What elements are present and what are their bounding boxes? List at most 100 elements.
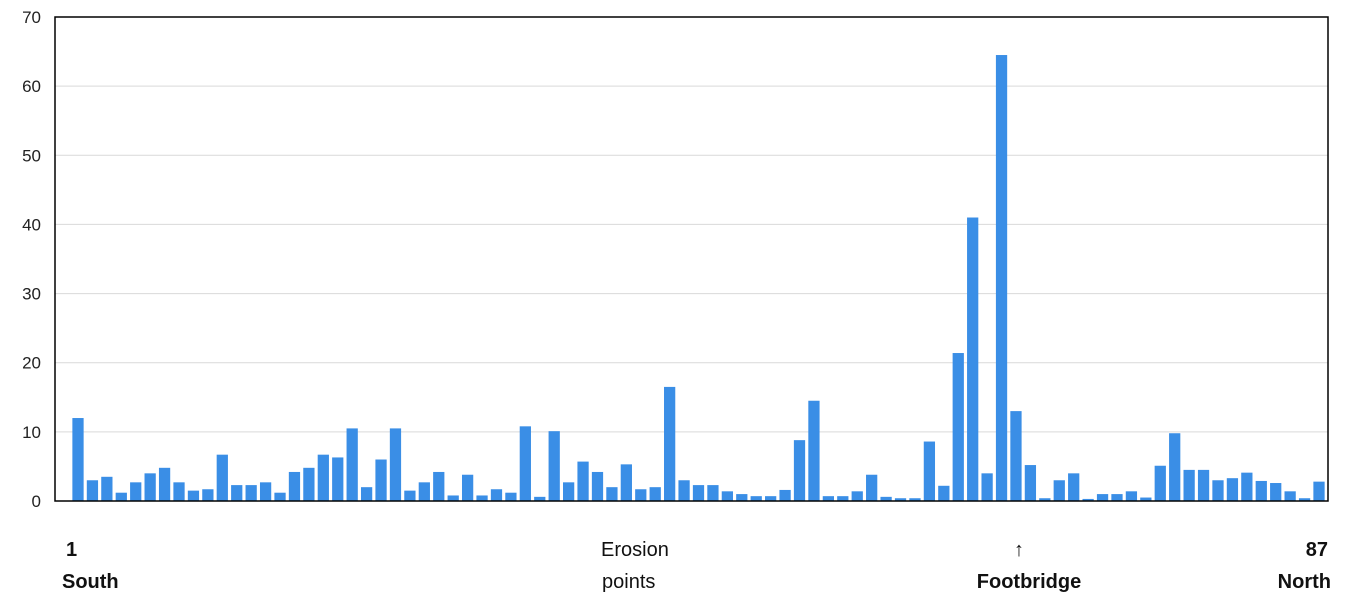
bar-79 — [1197, 469, 1210, 501]
bar-29 — [476, 495, 488, 501]
bar-78 — [1183, 469, 1195, 501]
y-tick-label-30: 30 — [22, 285, 41, 304]
bar-11 — [216, 454, 228, 501]
bar-87 — [1313, 481, 1325, 501]
bar-33 — [534, 496, 546, 501]
bar-71 — [1082, 498, 1094, 501]
bar-76 — [1154, 465, 1166, 501]
bar-48 — [750, 496, 762, 501]
y-tick-label-0: 0 — [32, 492, 41, 511]
bar-73 — [1111, 494, 1123, 501]
bar-30 — [490, 489, 503, 501]
bar-54 — [837, 496, 849, 501]
bar-9 — [187, 490, 200, 501]
bar-32 — [519, 426, 531, 501]
bar-36 — [577, 461, 589, 501]
y-tick-label-70: 70 — [22, 8, 41, 27]
y-tick-label-10: 10 — [22, 423, 41, 442]
bar-47 — [736, 494, 748, 501]
bar-46 — [721, 491, 733, 501]
bar-4 — [115, 492, 127, 501]
bar-35 — [563, 482, 575, 501]
y-tick-label-50: 50 — [22, 146, 41, 165]
y-tick-label-40: 40 — [22, 215, 41, 234]
bar-53 — [822, 496, 834, 501]
bar-38 — [606, 487, 618, 501]
bar-37 — [591, 471, 604, 501]
end-direction-label: North — [1278, 571, 1331, 593]
bar-70 — [1068, 473, 1080, 501]
bar-45 — [707, 485, 719, 501]
bar-56 — [866, 474, 878, 501]
y-tick-label-20: 20 — [22, 354, 41, 373]
bar-49 — [765, 496, 777, 501]
bar-44 — [692, 485, 705, 501]
bar-40 — [635, 489, 647, 501]
footbridge-arrow: ↑ — [1014, 539, 1024, 561]
bar-85 — [1284, 491, 1296, 501]
y-axis-tick-labels: 0 10 20 30 40 50 60 70 — [22, 8, 41, 511]
bar-22 — [375, 459, 387, 501]
bar-31 — [505, 492, 517, 501]
bar-15 — [274, 492, 286, 501]
bar-55 — [851, 491, 863, 501]
bar-20 — [346, 428, 358, 501]
bar-61 — [938, 485, 950, 501]
bar-41 — [649, 487, 661, 501]
bar-16 — [288, 471, 301, 501]
bar-59 — [909, 498, 921, 501]
bar-80 — [1212, 480, 1224, 501]
gridlines — [55, 85, 1328, 433]
bar-65 — [995, 55, 1008, 501]
bar-18 — [317, 454, 329, 501]
bar-21 — [360, 487, 373, 501]
bar-60 — [923, 441, 936, 501]
bar-81 — [1226, 478, 1239, 501]
y-tick-label-60: 60 — [22, 77, 41, 96]
bar-83 — [1255, 480, 1267, 501]
plot-frame — [54, 16, 1329, 502]
bar-43 — [678, 480, 690, 501]
bar-63 — [967, 217, 979, 501]
bar-17 — [303, 467, 315, 501]
bar-25 — [418, 482, 430, 501]
bar-72 — [1096, 494, 1109, 501]
bar-75 — [1140, 497, 1152, 501]
bars — [72, 55, 1325, 501]
bar-13 — [245, 485, 257, 501]
bar-14 — [259, 482, 272, 501]
bar-57 — [880, 496, 892, 501]
bar-58 — [894, 498, 907, 501]
bar-19 — [332, 457, 344, 501]
bar-82 — [1241, 472, 1253, 501]
bar-68 — [1039, 498, 1051, 501]
bar-69 — [1053, 480, 1065, 501]
bar-7 — [158, 467, 171, 501]
footbridge-label: Footbridge — [977, 571, 1081, 593]
bar-10 — [202, 489, 214, 501]
bar-50 — [779, 489, 791, 501]
middle-label-line2: points — [602, 571, 655, 593]
bar-34 — [548, 431, 560, 501]
bar-1 — [72, 418, 84, 501]
bar-52 — [808, 400, 820, 501]
bar-2 — [86, 480, 99, 501]
start-direction-label: South — [62, 571, 119, 593]
bar-77 — [1169, 433, 1181, 501]
end-number-label: 87 — [1306, 539, 1328, 561]
bar-39 — [620, 464, 632, 501]
bar-24 — [404, 490, 416, 501]
bar-12 — [231, 485, 243, 501]
bar-84 — [1270, 483, 1282, 501]
bar-86 — [1298, 498, 1311, 501]
bar-28 — [461, 474, 474, 501]
bar-6 — [144, 473, 156, 501]
bar-66 — [1010, 411, 1022, 501]
bar-74 — [1125, 491, 1138, 501]
bar-51 — [793, 440, 806, 501]
bar-64 — [981, 473, 993, 501]
bar-26 — [433, 471, 445, 501]
middle-label-line1: Erosion — [601, 539, 669, 561]
bar-27 — [447, 495, 459, 501]
